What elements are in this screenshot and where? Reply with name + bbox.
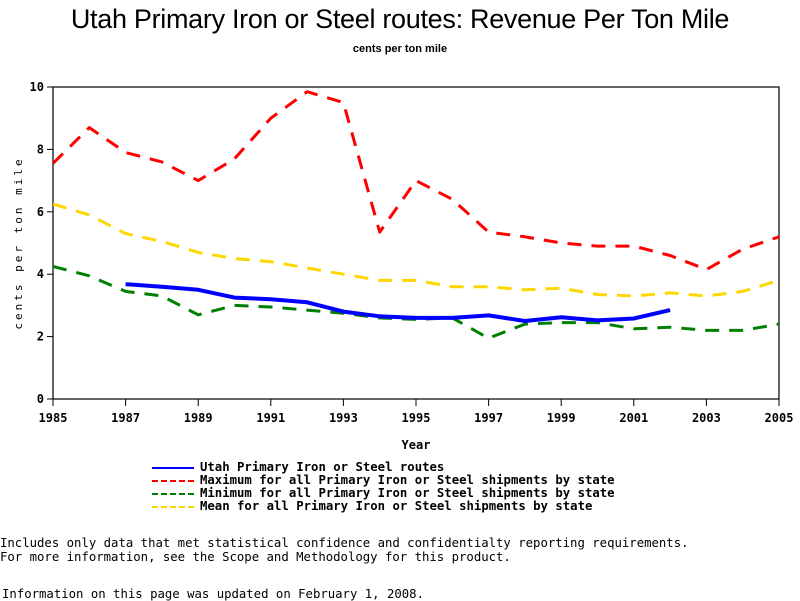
- series-line-2: [52, 264, 780, 340]
- legend-entry: Maximum for all Primary Iron or Steel sh…: [152, 474, 615, 487]
- x-tick-label: 1999: [547, 411, 576, 425]
- x-tick-label: 1991: [256, 411, 285, 425]
- legend-label: Utah Primary Iron or Steel routes: [200, 460, 445, 474]
- series-line-0: [125, 282, 671, 323]
- x-axis-title: Year: [402, 438, 431, 452]
- axes: 0 2 4 6 8 10 1985 1987 1989 1991 1993 1995 1997 1999 2…: [30, 80, 794, 425]
- note-confidence: Includes only data that met statistical …: [0, 536, 689, 550]
- y-tick-label: 0: [37, 392, 44, 406]
- x-tick-label: 1997: [474, 411, 503, 425]
- legend-swatch: [152, 492, 194, 495]
- x-tick-label: 1993: [329, 411, 358, 425]
- legend-swatch: [152, 505, 194, 508]
- notes: Includes only data that met statistical …: [0, 536, 689, 564]
- x-tick-label: 1987: [111, 411, 140, 425]
- chart-title: Utah Primary Iron or Steel routes: Reven…: [70, 4, 730, 34]
- x-tick-label: 2005: [765, 411, 794, 425]
- y-tick-label: 4: [37, 267, 44, 281]
- y-tick-label: 8: [37, 142, 44, 156]
- series-line-3: [52, 202, 780, 298]
- line-chart: 0 2 4 6 8 10 1985 1987 1989 1991 1993 1995 1997 1999 2…: [12, 80, 794, 452]
- update-notice: Information on this page was updated on …: [2, 587, 424, 601]
- x-tick-label: 1995: [402, 411, 431, 425]
- chart-subtitle: cents per ton mile: [352, 43, 448, 55]
- x-tick-label: 2003: [692, 411, 721, 425]
- plot-frame: [52, 86, 780, 400]
- y-tick-label: 10: [30, 80, 44, 94]
- legend-swatch: [152, 479, 194, 482]
- y-axis-title: cents per ton mile: [12, 156, 25, 329]
- legend-entry: Mean for all Primary Iron or Steel shipm…: [152, 500, 615, 513]
- legend-label: Minimum for all Primary Iron or Steel sh…: [200, 486, 615, 500]
- legend-label: Mean for all Primary Iron or Steel shipm…: [200, 499, 593, 513]
- note-methodology: For more information, see the Scope and …: [0, 550, 511, 564]
- y-tick-label: 2: [37, 330, 44, 344]
- legend: Utah Primary Iron or Steel routes Maximum…: [152, 461, 615, 513]
- legend-label: Maximum for all Primary Iron or Steel sh…: [200, 473, 615, 487]
- legend-swatch: [152, 466, 194, 469]
- x-tick-label: 1989: [184, 411, 213, 425]
- series-line-1: [51, 90, 780, 271]
- y-tick-label: 6: [37, 205, 44, 219]
- series-layer: [51, 90, 780, 340]
- legend-entry: Minimum for all Primary Iron or Steel sh…: [152, 487, 615, 500]
- x-tick-label: 1985: [39, 411, 68, 425]
- x-tick-label: 2001: [619, 411, 648, 425]
- legend-entry: Utah Primary Iron or Steel routes: [152, 461, 615, 474]
